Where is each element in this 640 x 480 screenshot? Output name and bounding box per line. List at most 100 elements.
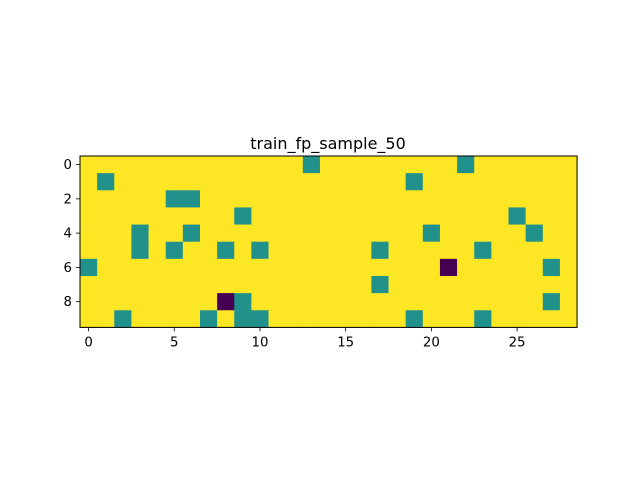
heatmap-cell-r4-c12 (285, 224, 304, 243)
heatmap-cell-r8-c25 (508, 293, 527, 311)
heatmap-cell-r0-c26 (525, 156, 544, 174)
heatmap-cell-r8-c18 (388, 293, 407, 311)
heatmap-cell-r7-c11 (268, 275, 287, 294)
heatmap-cell-r0-c5 (165, 156, 184, 174)
heatmap-cell-r7-c1 (97, 275, 115, 294)
heatmap-cell-r3-c0 (80, 207, 98, 225)
heatmap-cell-r8-c3 (131, 293, 149, 311)
heatmap-cell-r0-c23 (474, 156, 492, 174)
heatmap-cell-r3-c7 (199, 207, 218, 225)
heatmap-cell-r5-c18 (388, 241, 407, 260)
heatmap-cell-r1-c3 (131, 173, 149, 191)
heatmap-cell-r6-c17 (371, 258, 389, 277)
heatmap-cell-r8-c28 (559, 293, 578, 311)
heatmap-cell-r7-c6 (182, 275, 201, 294)
heatmap-cell-r0-c12 (285, 156, 304, 174)
heatmap-cell-r6-c21 (439, 258, 458, 277)
heatmap-cell-r5-c8 (217, 241, 235, 260)
heatmap-cell-r6-c4 (148, 258, 167, 277)
heatmap-cell-r1-c6 (182, 173, 201, 191)
heatmap-cell-r4-c16 (354, 224, 372, 243)
heatmap-cell-r9-c17 (371, 310, 389, 328)
heatmap-cell-r8-c23 (474, 293, 492, 311)
heatmap-cell-r5-c27 (542, 241, 561, 260)
heatmap-cell-r3-c17 (371, 207, 389, 225)
heatmap-cell-r9-c18 (388, 310, 407, 328)
heatmap-cell-r8-c6 (182, 293, 201, 311)
heatmap-cell-r6-c11 (268, 258, 287, 277)
heatmap-cell-r1-c7 (199, 173, 218, 191)
heatmap-cell-r2-c10 (251, 190, 269, 208)
heatmap-cell-r5-c14 (319, 241, 338, 260)
heatmap-cell-r1-c26 (525, 173, 544, 191)
heatmap-cell-r4-c22 (457, 224, 475, 243)
heatmap-cell-r9-c8 (217, 310, 235, 328)
heatmap-cell-r9-c1 (97, 310, 115, 328)
heatmap-cell-r8-c14 (319, 293, 338, 311)
heatmap-cell-r1-c27 (542, 173, 561, 191)
heatmap-cell-r5-c11 (268, 241, 287, 260)
heatmap-cell-r6-c22 (457, 258, 475, 277)
heatmap-cell-r1-c10 (251, 173, 269, 191)
heatmap-cell-r2-c3 (131, 190, 149, 208)
heatmap-cell-r0-c4 (148, 156, 167, 174)
heatmap-cell-r8-c0 (80, 293, 98, 311)
heatmap-cell-r1-c15 (337, 173, 355, 191)
heatmap-cell-r0-c25 (508, 156, 527, 174)
heatmap-cell-r0-c11 (268, 156, 287, 174)
heatmap-cell-r6-c20 (422, 258, 441, 277)
heatmap-cell-r1-c20 (422, 173, 441, 191)
heatmap-cell-r4-c28 (559, 224, 578, 243)
heatmap-cell-r3-c13 (302, 207, 321, 225)
heatmap-cell-r7-c8 (217, 275, 235, 294)
heatmap-cell-r3-c27 (542, 207, 561, 225)
heatmap-cell-r1-c2 (114, 173, 132, 191)
heatmap-cell-r3-c6 (182, 207, 201, 225)
heatmap-cell-r7-c15 (337, 275, 355, 294)
heatmap-cell-r1-c9 (234, 173, 252, 191)
heatmap-cell-r9-c2 (114, 310, 132, 328)
heatmap-cell-r7-c12 (285, 275, 304, 294)
heatmap-cell-r4-c0 (80, 224, 98, 243)
heatmap-cell-r4-c26 (525, 224, 544, 243)
heatmap-cell-r4-c18 (388, 224, 407, 243)
heatmap-cell-r6-c27 (542, 258, 561, 277)
y-tick-label-0: 0 (64, 158, 72, 173)
heatmap-cell-r7-c0 (80, 275, 98, 294)
heatmap-cell-r0-c0 (80, 156, 98, 174)
heatmap-cell-r0-c22 (457, 156, 475, 174)
heatmap-cell-r5-c0 (80, 241, 98, 260)
heatmap-cell-r3-c10 (251, 207, 269, 225)
heatmap-cell-r3-c2 (114, 207, 132, 225)
heatmap-cell-r5-c15 (337, 241, 355, 260)
heatmap-cell-r6-c14 (319, 258, 338, 277)
heatmap-cell-r7-c13 (302, 275, 321, 294)
heatmap-cell-r5-c7 (199, 241, 218, 260)
heatmap-cell-r4-c5 (165, 224, 184, 243)
heatmap-cell-r9-c25 (508, 310, 527, 328)
heatmap-cell-r6-c7 (199, 258, 218, 277)
heatmap-cell-r8-c19 (405, 293, 424, 311)
heatmap-cell-r7-c25 (508, 275, 527, 294)
heatmap-cell-r4-c23 (474, 224, 492, 243)
heatmap-cell-r2-c16 (354, 190, 372, 208)
heatmap-cell-r9-c4 (148, 310, 167, 328)
heatmap-cell-r5-c22 (457, 241, 475, 260)
heatmap-cell-r0-c21 (439, 156, 458, 174)
heatmap-cell-r5-c5 (165, 241, 184, 260)
heatmap-cell-r2-c28 (559, 190, 578, 208)
heatmap-cell-r1-c17 (371, 173, 389, 191)
heatmap-cell-r7-c2 (114, 275, 132, 294)
heatmap-cell-r8-c26 (525, 293, 544, 311)
heatmap-cell-r4-c4 (148, 224, 167, 243)
heatmap-cell-r3-c8 (217, 207, 235, 225)
heatmap-cell-r1-c18 (388, 173, 407, 191)
heatmap-cell-r6-c0 (80, 258, 98, 277)
heatmap-cell-r7-c5 (165, 275, 184, 294)
x-tick-label-20: 20 (423, 335, 440, 350)
heatmap-cell-r2-c22 (457, 190, 475, 208)
x-tick-label-25: 25 (509, 335, 526, 350)
heatmap-cell-r4-c19 (405, 224, 424, 243)
heatmap-cell-r2-c21 (439, 190, 458, 208)
heatmap-cell-r5-c20 (422, 241, 441, 260)
